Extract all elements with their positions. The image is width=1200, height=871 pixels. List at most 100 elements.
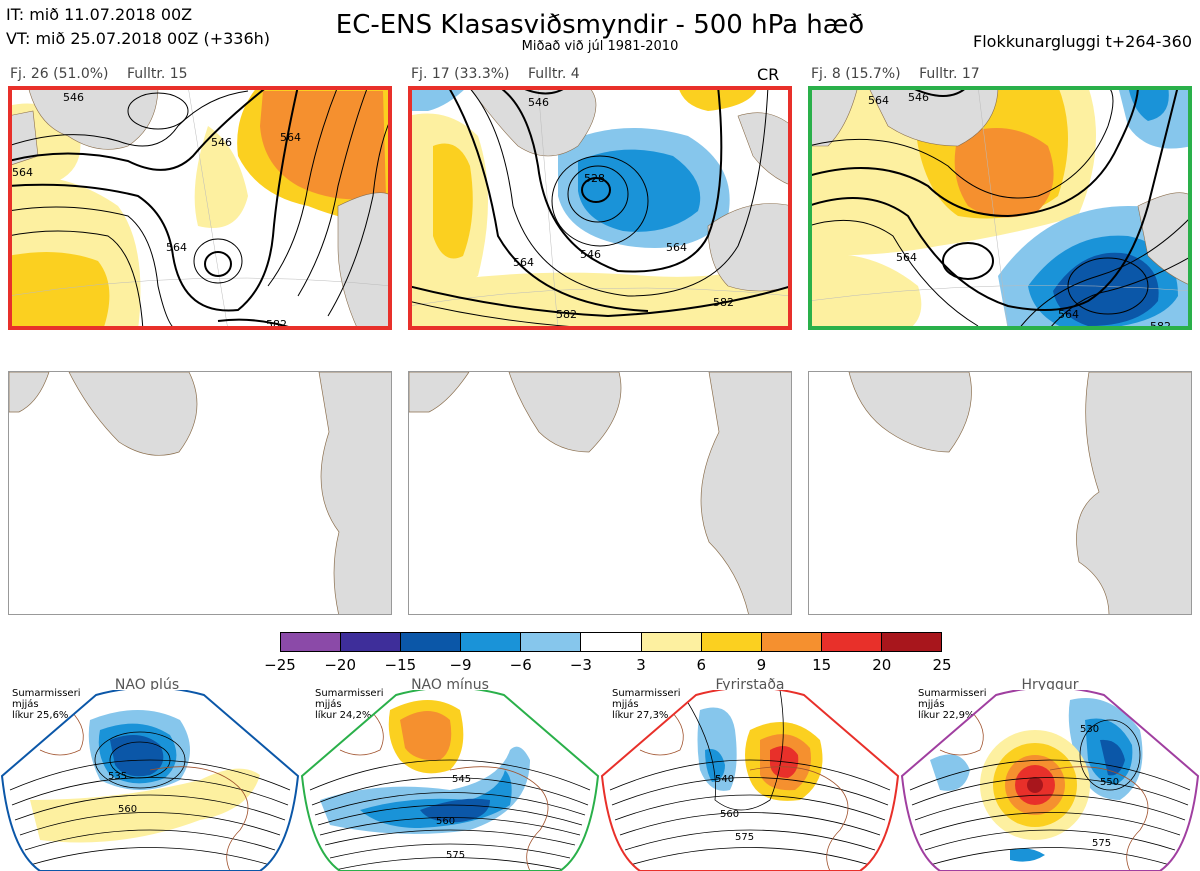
regime-4-map: 530 550 575 xyxy=(900,690,1200,871)
cluster-map-1: 546 564 564 564 582 546 xyxy=(8,86,392,330)
panel-3-representative: Fulltr. 17 xyxy=(919,66,980,82)
regime-2-title: NAO mínus xyxy=(411,677,489,693)
regime-3-info: Sumarmisseri mjjás líkur 27,3% xyxy=(612,688,680,721)
regime-4-contour-label: 550 xyxy=(1100,777,1119,788)
regime-2-contour-label: 545 xyxy=(452,774,471,785)
page-subtitle: Miðað við júl 1981-2010 xyxy=(521,39,679,54)
regime-1-season: Sumarmisseri xyxy=(12,688,81,699)
panel-2-representative: Fulltr. 4 xyxy=(527,66,580,82)
cluster-map-3: 546 564 564 564 582 xyxy=(808,86,1192,330)
regime-4-probability: líkur 22,9% xyxy=(918,710,975,721)
p2-contour-label: 582 xyxy=(713,296,734,309)
regime-2-contour-label: 560 xyxy=(436,816,455,827)
colorbar-tick-label: 9 xyxy=(756,656,767,674)
panel-3-label: Fj. 8 (15.7%) Fulltr. 17 xyxy=(811,66,994,82)
p2-contour-label: 582 xyxy=(556,308,577,321)
colorbar-tick-label: −20 xyxy=(324,656,356,674)
p1-contour-label: 564 xyxy=(166,241,187,254)
regime-3-map: 540 560 575 xyxy=(600,690,900,871)
regime-2-info: Sumarmisseri mjjás líkur 24,2% xyxy=(315,688,383,721)
panel-1-representative: Fulltr. 15 xyxy=(126,66,188,82)
p1-contour-label: 564 xyxy=(12,166,33,179)
regime-3-probability: líkur 27,3% xyxy=(612,710,669,721)
colorbar-segment xyxy=(581,633,642,651)
regime-4-contour-label: 530 xyxy=(1080,724,1099,735)
regime-4-info: Sumarmisseri mjjás líkur 22,9% xyxy=(918,688,986,721)
panel-2-frequency: Fj. 17 (33.3%) xyxy=(411,66,510,82)
regime-4-season: Sumarmisseri xyxy=(918,688,987,699)
classification-window: Flokkunargluggi t+264-360 xyxy=(973,32,1192,51)
colorbar-segment xyxy=(761,633,822,651)
colorbar-segment xyxy=(821,633,882,651)
colorbar-tick-label: −9 xyxy=(449,656,472,674)
init-time: IT: mið 11.07.2018 00Z xyxy=(6,5,193,24)
panel-2-control-run-tag: CR xyxy=(757,65,780,84)
regime-3-contour-label: 575 xyxy=(735,832,754,843)
regime-2-probability: líkur 24,2% xyxy=(315,710,372,721)
p1-contour-label: 546 xyxy=(63,91,84,104)
colorbar-segment xyxy=(401,633,462,651)
panel-2-label: Fj. 17 (33.3%) Fulltr. 4 xyxy=(411,66,594,82)
colorbar-tick-label: 25 xyxy=(932,656,952,674)
colorbar-segment xyxy=(881,633,942,651)
p3-contour-label: 564 xyxy=(1058,308,1079,321)
regime-2-contour-label: 575 xyxy=(446,850,465,861)
p2-contour-label: 528 xyxy=(584,172,605,185)
regime-4-title: Hryggur xyxy=(1021,677,1079,693)
regime-1-title: NAO plús xyxy=(114,677,180,693)
p3-contour-label: 582 xyxy=(1150,320,1171,330)
regime-2-smoothing: mjjás xyxy=(315,699,342,710)
regime-1-info: Sumarmisseri mjjás líkur 25,6% xyxy=(12,688,80,721)
p2-contour-label: 546 xyxy=(528,96,549,109)
p3-contour-label: 564 xyxy=(868,94,889,107)
empty-map-1 xyxy=(8,371,392,615)
page-title: EC-ENS Klasasviðsmyndir - 500 hPa hæð xyxy=(335,10,865,40)
regime-4-smoothing: mjjás xyxy=(918,699,945,710)
p2-contour-label: 564 xyxy=(666,241,687,254)
colorbar-segment xyxy=(341,633,402,651)
empty-map-3 xyxy=(808,371,1192,615)
colorbar-tick-label: 15 xyxy=(812,656,832,674)
p3-contour-label: 564 xyxy=(896,251,917,264)
colorbar-tick-label: −6 xyxy=(509,656,532,674)
regime-3-smoothing: mjjás xyxy=(612,699,639,710)
p3-contour-label: 546 xyxy=(908,91,929,104)
regime-3-title: Fyrirstaða xyxy=(715,677,785,693)
empty-map-2 xyxy=(408,371,792,615)
colorbar-segment xyxy=(281,633,342,651)
colorbar-tick-label: −15 xyxy=(384,656,417,674)
colorbar-tick-label: −25 xyxy=(264,656,296,674)
regime-2-map: 545 560 575 xyxy=(300,690,600,871)
colorbar-segment xyxy=(461,633,522,651)
p2-contour-label: 564 xyxy=(513,256,534,269)
colorbar-segment xyxy=(521,633,582,651)
p1-contour-label: 564 xyxy=(280,131,301,144)
colorbar-tick-label: −3 xyxy=(569,656,592,674)
regime-3-season: Sumarmisseri xyxy=(612,688,681,699)
cluster-map-3-frame xyxy=(808,86,1192,330)
panel-1-frequency: Fj. 26 (51.0%) xyxy=(10,66,109,82)
p2-contour-label: 546 xyxy=(580,248,601,261)
cluster-map-1-frame xyxy=(8,86,392,330)
p1-contour-label: 546 xyxy=(211,136,232,149)
regime-1-contour-label: 560 xyxy=(118,804,137,815)
panel-1-label: Fj. 26 (51.0%) Fulltr. 15 xyxy=(10,66,202,82)
regime-1-map: 535 560 xyxy=(0,690,300,871)
regime-4-contour-label: 575 xyxy=(1092,838,1111,849)
colorbar-tick-label: 6 xyxy=(696,656,707,674)
regime-2-season: Sumarmisseri xyxy=(315,688,384,699)
regime-1-smoothing: mjjás xyxy=(12,699,39,710)
colorbar-segment xyxy=(641,633,702,651)
cluster-map-2: 546 528 546 564 564 582 582 xyxy=(408,86,792,330)
colorbar-segment xyxy=(701,633,762,651)
valid-time: VT: mið 25.07.2018 00Z (+336h) xyxy=(6,29,271,48)
regime-1-contour-label: 535 xyxy=(108,771,127,782)
cluster-map-2-frame xyxy=(408,86,792,330)
colorbar-tick-label: 20 xyxy=(872,656,892,674)
panel-3-frequency: Fj. 8 (15.7%) xyxy=(811,66,901,82)
regime-1-probability: líkur 25,6% xyxy=(12,710,69,721)
regime-3-contour-label: 540 xyxy=(715,774,734,785)
anomaly-colorbar xyxy=(280,632,942,652)
regime-3-contour-label: 560 xyxy=(720,809,739,820)
colorbar-tick-label: 3 xyxy=(636,656,646,674)
